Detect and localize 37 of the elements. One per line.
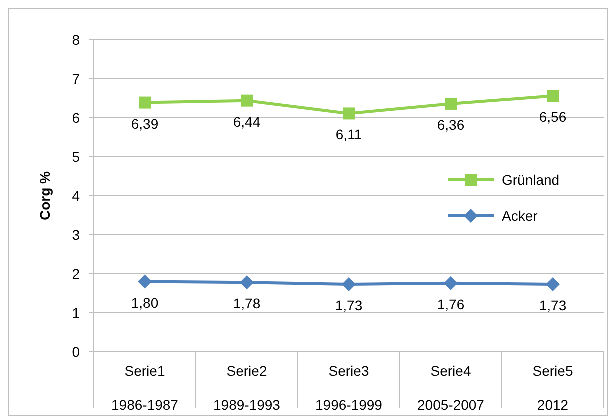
y-tick-label: 1: [72, 305, 80, 321]
category-label: Serie4 2005-2007: [418, 363, 484, 413]
y-tick-label: 5: [72, 149, 80, 165]
category-label: Serie5 2012: [532, 363, 574, 413]
point: [240, 276, 254, 290]
y-tick-label: 0: [72, 344, 80, 360]
data-label: 1,78: [233, 296, 261, 312]
point: [547, 90, 559, 102]
data-label: 1,76: [437, 296, 465, 312]
y-axis-title: Corg %: [37, 170, 53, 220]
y-tick-label: 8: [72, 32, 80, 48]
data-label: 1,80: [131, 294, 159, 311]
y-tick-label: 7: [72, 71, 80, 87]
legend-label: Grünland: [502, 172, 560, 188]
data-label: 6,36: [437, 116, 465, 133]
y-tick-label: 2: [72, 266, 80, 282]
y-tick-label: 6: [72, 110, 80, 126]
point: [241, 94, 253, 107]
data-label: 1,73: [335, 298, 363, 314]
y-tick-label: 3: [72, 227, 80, 243]
legend-label: Acker: [502, 208, 538, 224]
point: [444, 276, 458, 290]
data-label: 1,73: [539, 298, 567, 314]
category-label: Serie2 1989-1993: [214, 363, 280, 413]
point: [139, 96, 151, 109]
point: [546, 278, 560, 292]
point: [343, 108, 355, 120]
data-label: 6,39: [131, 116, 159, 132]
point: [342, 278, 356, 292]
data-label: 6,11: [336, 126, 362, 143]
y-tick-label: 4: [72, 188, 80, 204]
point: [445, 98, 457, 110]
category-label: Serie3 1996-1999: [316, 363, 382, 413]
category-label: Serie1 1986-1987: [112, 363, 178, 413]
data-label: 6,56: [539, 109, 567, 126]
data-label: 6,44: [233, 114, 261, 130]
point: [138, 274, 152, 289]
